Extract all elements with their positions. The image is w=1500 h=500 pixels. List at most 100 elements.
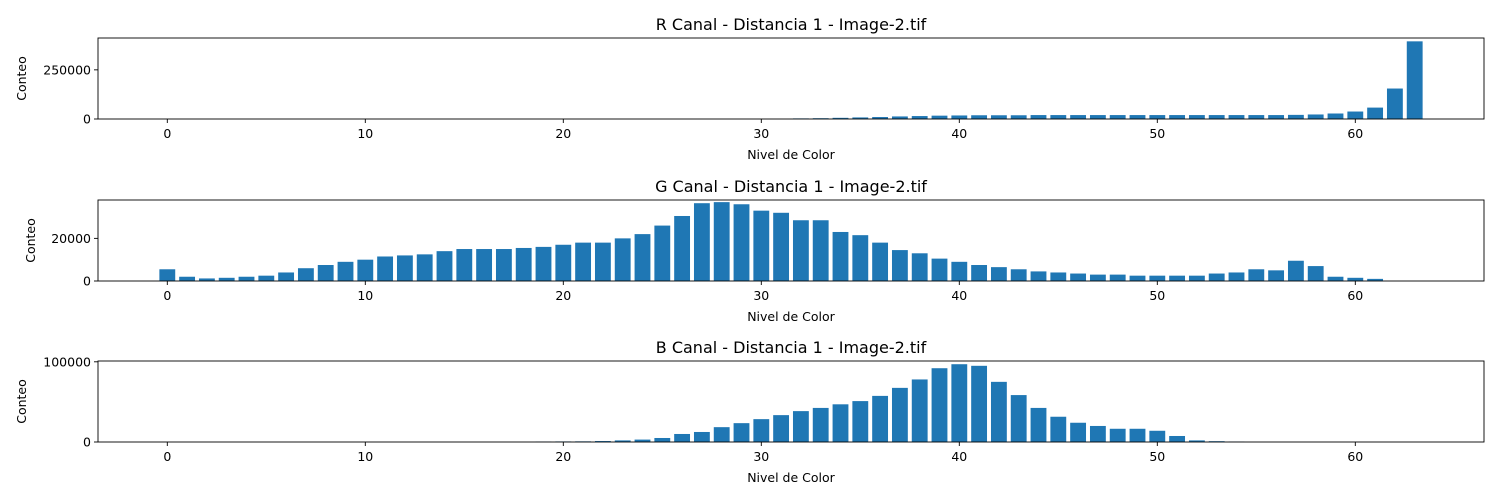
bar xyxy=(614,238,631,281)
bar xyxy=(278,272,295,281)
y-tick-label: 20000 xyxy=(51,231,91,246)
bar xyxy=(773,415,790,442)
bar xyxy=(317,265,334,281)
chart-title: R Canal - Distancia 1 - Image-2.tif xyxy=(656,15,927,34)
y-axis-label: Conteo xyxy=(23,218,38,263)
bar xyxy=(1070,422,1087,442)
bar xyxy=(1109,428,1126,442)
bar xyxy=(1169,115,1186,119)
x-tick-label: 10 xyxy=(357,126,373,141)
r-channel-chart: 0 10 20 30 40 50 60 0 250000 R Canal - Distancia … xyxy=(14,15,1485,162)
bar xyxy=(1030,271,1047,281)
bar xyxy=(535,246,552,281)
bar xyxy=(753,419,770,442)
x-tick-label: 10 xyxy=(357,288,373,303)
bar xyxy=(1169,275,1186,281)
bar xyxy=(713,202,730,281)
bar xyxy=(1109,115,1126,119)
bar xyxy=(832,117,849,119)
bar xyxy=(911,116,928,119)
bar xyxy=(812,407,829,442)
y-axis-label: Conteo xyxy=(14,56,29,101)
bar xyxy=(179,276,196,281)
b-channel-chart: 0 10 20 30 40 50 60 0 100000 B Canal - Distancia … xyxy=(14,338,1485,485)
bar xyxy=(1169,435,1186,442)
bar xyxy=(1327,113,1344,119)
g-channel-chart: 0 10 20 30 40 50 60 0 20000 G Canal - Distancia 1… xyxy=(23,177,1485,324)
x-tick-label: 10 xyxy=(357,449,373,464)
bar xyxy=(931,115,948,119)
bar xyxy=(773,212,790,281)
bar xyxy=(1367,107,1384,119)
bar xyxy=(832,231,849,281)
bar xyxy=(654,225,671,281)
chart-title: G Canal - Distancia 1 - Image-2.tif xyxy=(655,177,927,196)
x-tick-label: 0 xyxy=(163,126,171,141)
bar xyxy=(1010,115,1027,119)
bar xyxy=(1089,425,1106,442)
bar xyxy=(674,433,691,442)
bar xyxy=(1188,115,1205,119)
bar xyxy=(1070,273,1087,281)
bar xyxy=(872,395,889,442)
bar xyxy=(594,242,611,281)
bar xyxy=(1347,111,1364,119)
bar xyxy=(891,250,908,281)
bar xyxy=(852,401,869,442)
x-tick-label: 40 xyxy=(951,288,967,303)
bar xyxy=(218,277,235,281)
bar xyxy=(495,249,512,281)
bar xyxy=(1129,115,1146,119)
axes-frame xyxy=(97,199,1485,282)
bar xyxy=(1307,266,1324,281)
bar xyxy=(1347,277,1364,281)
x-tick-label: 40 xyxy=(951,126,967,141)
bar xyxy=(872,242,889,281)
bar xyxy=(258,275,275,281)
bar xyxy=(1089,274,1106,281)
bar xyxy=(634,234,651,281)
bar xyxy=(1386,88,1403,119)
y-tick-label: 0 xyxy=(83,274,91,289)
x-tick-label: 30 xyxy=(753,449,769,464)
bar xyxy=(1050,115,1067,119)
bar xyxy=(1248,115,1265,119)
bar xyxy=(1248,269,1265,281)
y-tick-label: 0 xyxy=(83,112,91,127)
bar xyxy=(852,117,869,119)
bar xyxy=(1228,272,1245,281)
x-tick-label: 50 xyxy=(1149,126,1165,141)
bar xyxy=(1070,115,1087,119)
bar xyxy=(713,427,730,442)
bar xyxy=(1307,114,1324,119)
bar xyxy=(1109,274,1126,281)
bar xyxy=(594,441,611,442)
x-tick-label: 0 xyxy=(163,449,171,464)
x-axis-label: Nivel de Color xyxy=(747,470,835,485)
bar xyxy=(634,439,651,442)
bar xyxy=(238,276,255,281)
x-tick-label: 30 xyxy=(753,288,769,303)
bar xyxy=(1030,407,1047,442)
bar xyxy=(1327,276,1344,281)
bar xyxy=(575,242,592,281)
x-tick-label: 60 xyxy=(1347,288,1363,303)
x-tick-label: 30 xyxy=(753,126,769,141)
bar xyxy=(476,249,493,281)
chart-title: B Canal - Distancia 1 - Image-2.tif xyxy=(656,338,927,357)
y-tick-label: 250000 xyxy=(43,62,91,77)
bar xyxy=(198,278,215,281)
bar xyxy=(990,381,1007,442)
bar xyxy=(911,253,928,281)
bar xyxy=(931,258,948,281)
bar xyxy=(1050,272,1067,281)
bar xyxy=(159,269,176,281)
bar xyxy=(931,368,948,442)
bar xyxy=(792,411,809,442)
x-tick-label: 20 xyxy=(555,288,571,303)
bar xyxy=(674,215,691,281)
y-tick-label: 100000 xyxy=(43,354,91,369)
bar xyxy=(990,115,1007,119)
bar xyxy=(1149,275,1166,281)
